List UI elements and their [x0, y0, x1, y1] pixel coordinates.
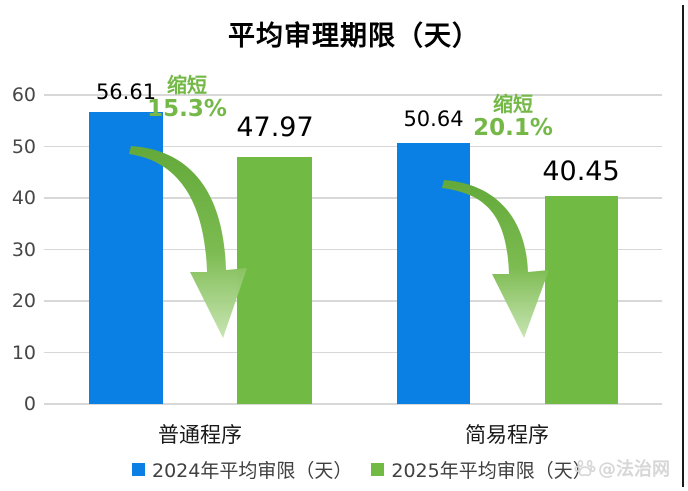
- bar-2024-simplified: [397, 143, 470, 404]
- legend-swatch-2025-icon: [371, 463, 385, 476]
- bar-2024-ordinary: [89, 112, 163, 404]
- bar-2025-simplified: [545, 195, 618, 404]
- y-tick-label: 30: [11, 238, 36, 261]
- annotation-label: 缩短: [493, 92, 533, 116]
- paw-icon: [574, 459, 596, 477]
- legend: 2024年平均审限（天） 2025年平均审限（天）: [132, 456, 592, 483]
- y-tick-label: 10: [11, 341, 36, 364]
- value-label-2024-ordinary: 56.61: [95, 80, 157, 104]
- watermark: @法治网: [574, 455, 670, 481]
- bar-2025-ordinary: [237, 156, 312, 404]
- category-label-simplified: 简易程序: [465, 423, 549, 447]
- annotation-ordinary: 缩短 15.3%: [147, 74, 227, 122]
- y-tick-label: 20: [11, 290, 36, 312]
- annotation-percent: 20.1%: [473, 115, 553, 141]
- gridline: [44, 145, 662, 148]
- legend-item-2024: 2024年平均审限（天）: [132, 456, 352, 483]
- legend-label-2025: 2025年平均审限（天）: [391, 460, 592, 482]
- annotation-label: 缩短: [167, 73, 207, 97]
- value-label-2025-ordinary: 47.97: [236, 112, 314, 143]
- gridline: [44, 94, 662, 96]
- y-tick-label: 40: [11, 187, 36, 209]
- legend-label-2024: 2024年平均审限（天）: [152, 460, 353, 482]
- value-label-2025-simplified: 40.45: [542, 156, 620, 187]
- gridline: [44, 351, 662, 354]
- annotation-percent: 15.3%: [147, 96, 227, 122]
- y-tick-label: 0: [23, 393, 36, 415]
- y-tick-label: 50: [11, 135, 36, 158]
- legend-item-2025: 2025年平均审限（天）: [371, 456, 592, 483]
- annotation-simplified: 缩短 20.1%: [473, 93, 553, 141]
- category-label-ordinary: 普通程序: [158, 423, 242, 447]
- gridline: [44, 248, 662, 251]
- watermark-text: @法治网: [598, 459, 670, 480]
- y-tick-label: 60: [11, 84, 36, 106]
- legend-swatch-2024-icon: [132, 463, 145, 476]
- gridline: [44, 300, 662, 302]
- right-edge-line: [682, 5, 684, 487]
- gridline: [44, 403, 662, 405]
- chart-title: 平均审理期限（天）: [228, 21, 480, 52]
- value-label-2024-simplified: 50.64: [403, 107, 464, 131]
- gridline: [44, 197, 662, 199]
